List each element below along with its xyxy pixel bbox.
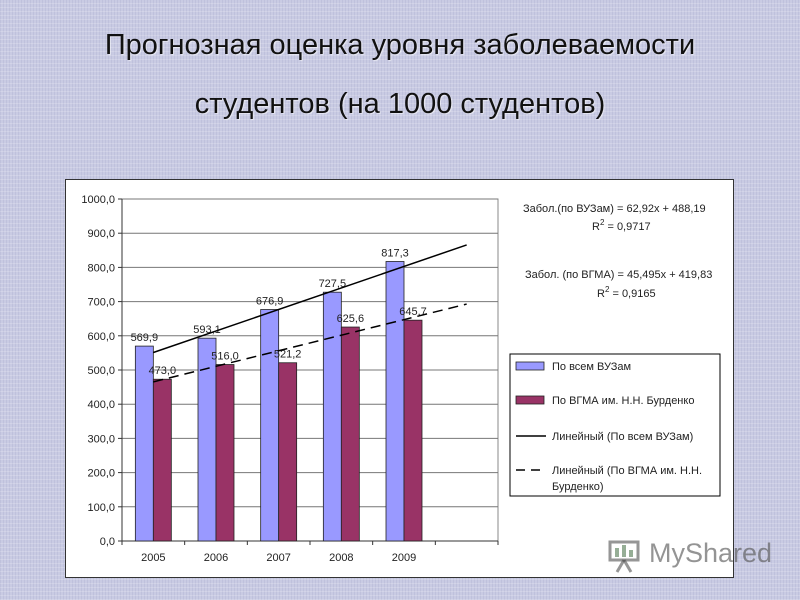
trend-r2-vgma: R2 = 0,9165 [597,285,656,300]
legend-swatch-1 [515,395,545,405]
legend-label-1: По ВГМА им. Н.Н. Бурденко [552,395,694,407]
chart-svg: 0,0 100,0 200,0 300,0 400,0 500,0 600,0 700,0 80… [81,194,721,564]
x-tick-label-2009: 2009 [392,552,416,564]
data-label-all-universities-2007: 676,9 [256,296,284,308]
data-label-vgma-2009: 645,7 [399,306,427,318]
y-tick-label: 400,0 [87,399,115,411]
x-tick-label-2008: 2008 [329,552,353,564]
trendline-all-universities [153,244,467,354]
legend-box [509,353,721,497]
bar-labels: 569,9 473,0 593,1 516,0 676,9 521,2 727,5 625,6… [131,247,427,377]
slide-title-line2: студентов (на 1000 студентов) [194,88,606,120]
data-label-vgma-2008: 625,6 [337,313,365,325]
y-tick-label: 0,0 [100,536,115,548]
bar-vgma-2005 [152,378,172,542]
bar-vgma-2006 [215,364,235,542]
legend-label-3: Бурденко) [552,481,604,493]
slide-title-line1: Прогнозная оценка уровня заболеваемости [104,29,696,61]
data-label-all-universities-2008: 727,5 [319,278,347,290]
y-tick-label: 900,0 [87,228,115,240]
r2-value: = 0,9165 [609,288,655,300]
trendline-vgma [153,303,467,383]
legend-label-0: По всем ВУЗам [552,361,631,373]
x-tick-label-2006: 2006 [204,552,228,564]
y-tick-label: 500,0 [87,365,115,377]
legend-swatch-0 [515,361,545,371]
y-tick-label: 1000,0 [81,194,115,206]
y-tick-label: 800,0 [87,262,115,274]
bars [134,261,423,542]
watermark: MyShared [607,536,777,576]
bar-all-universities-2007 [260,309,280,542]
y-tick-label: 600,0 [87,331,115,343]
r2-superscript: 2 [605,285,610,294]
r2-symbol: R [592,221,600,233]
bar-vgma-2007 [278,362,298,542]
y-tick-label: 200,0 [87,468,115,480]
bar-vgma-2008 [340,326,360,542]
presentation-board-icon [608,540,640,573]
x-tick-label-2005: 2005 [141,552,165,564]
y-tick-label: 100,0 [87,502,115,514]
r2-superscript: 2 [600,218,605,227]
data-label-vgma-2007: 521,2 [274,349,302,361]
legend-label-2: Линейный (По всем ВУЗам) [552,431,693,443]
trend-r2-all-universities: R2 = 0,9717 [592,218,651,233]
r2-symbol: R [597,288,605,300]
data-label-all-universities-2006: 593,1 [193,324,221,336]
x-tick-label-2007: 2007 [266,552,290,564]
legend-label-3: Линейный (По ВГМА им. Н.Н. [552,465,702,477]
x-axis-ticks: 2005 2006 2007 2008 2009 [121,541,499,564]
legend: По всем ВУЗам По ВГМА им. Н.Н. Бурденко Ли… [509,353,721,497]
bar-vgma-2009 [403,319,423,542]
chart-area: 0,0 100,0 200,0 300,0 400,0 500,0 600,0 700,0 80… [65,179,734,578]
data-label-vgma-2005: 473,0 [149,365,177,377]
y-tick-label: 300,0 [87,433,115,445]
y-axis-ticks: 0,0 100,0 200,0 300,0 400,0 500,0 600,0 700,0 80… [81,194,498,548]
bar-all-universities-2009 [385,261,405,542]
r2-value: = 0,9717 [604,221,650,233]
data-label-all-universities-2009: 817,3 [381,247,409,259]
bar-all-universities-2008 [322,291,342,542]
trend-equation-all-universities: Забол.(по ВУЗам) = 62,92x + 488,19 [523,203,706,215]
y-tick-label: 700,0 [87,297,115,309]
data-label-all-universities-2005: 569,9 [131,332,159,344]
watermark-text: MyShared [649,538,773,568]
trendlines [153,244,467,383]
data-label-vgma-2006: 516,0 [211,351,239,363]
trend-equation-vgma: Забол. (по ВГМА) = 45,495x + 419,83 [525,269,712,281]
